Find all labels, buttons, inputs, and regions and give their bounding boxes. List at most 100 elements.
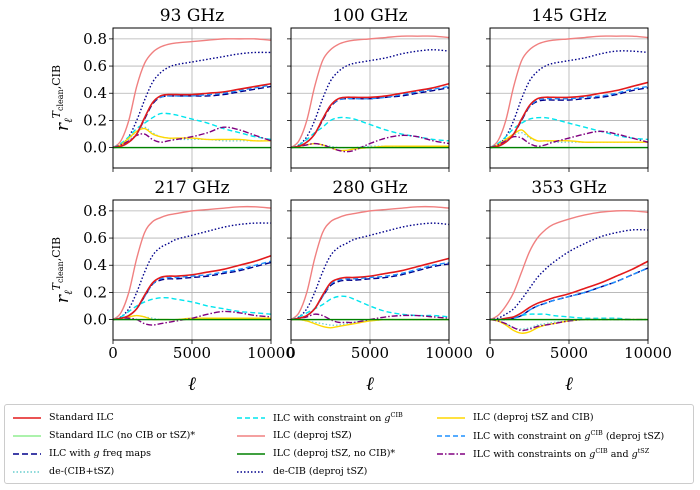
y-tick-label: 0.4	[83, 84, 107, 102]
x-tick-label: 10000	[425, 344, 473, 362]
x-tick-label: 5000	[173, 344, 211, 362]
y-tick-label: 0.0	[83, 139, 107, 157]
series-group	[113, 205, 271, 326]
series-line-deproj_tsz	[291, 205, 449, 321]
y-tick-label: 0.8	[83, 30, 107, 48]
legend-swatch	[237, 470, 265, 473]
legend-swatch	[437, 452, 465, 455]
panel-2: 145 GHz	[486, 6, 649, 172]
series-line-deproj_tsz_cib	[291, 142, 449, 152]
y-tick-label: 0.2	[83, 283, 107, 301]
series-line-constraint_g	[291, 116, 449, 149]
y-axis-label: rℓTclean,CIB	[50, 65, 75, 131]
x-tick-label: 5000	[550, 344, 588, 362]
series-line-decib_deproj	[490, 50, 648, 149]
series-line-constraints_g_gtsz	[113, 126, 271, 149]
legend-entry: de-CIB (deproj tSZ)	[235, 463, 367, 480]
x-tick-label: 0	[485, 344, 495, 362]
legend-label: ILC with constraint on gCIB	[273, 410, 403, 425]
legend-label: ILC with g freq maps	[49, 448, 152, 459]
legend-label: ILC (deproj tSZ)	[273, 430, 352, 441]
legend-entry: ILC (deproj tSZ)	[235, 427, 352, 444]
legend-label: ILC (deproj tSZ, no CIB)*	[273, 448, 396, 459]
series-group	[113, 38, 271, 149]
series-line-constraint_g	[291, 295, 449, 321]
series-line-decib_deproj	[113, 222, 271, 321]
legend-swatch	[13, 452, 41, 455]
y-tick-label: 0.2	[83, 111, 107, 129]
series-group	[490, 35, 648, 149]
series-line-decib_tsz	[490, 318, 648, 330]
series-line-deproj_tsz	[490, 210, 648, 321]
legend-label: ILC with constraints on gCIB and gtSZ	[473, 446, 650, 461]
panel-title: 353 GHz	[531, 178, 606, 198]
panel-3: 0 5000 10000 0.0 0.2 0.4 0.6 0.8 217 GHz ℓ rℓTclea…	[50, 178, 295, 395]
series-line-deproj_tsz	[490, 35, 648, 149]
series-line-deproj_tsz	[113, 38, 271, 149]
series-group	[291, 35, 449, 153]
series-line-deproj_tsz_cib	[113, 127, 271, 149]
y-tick-label: 0.0	[83, 311, 107, 329]
legend-swatch	[237, 434, 265, 437]
series-line-standard	[113, 82, 271, 149]
series-line-standard	[490, 81, 648, 149]
panel-title: 217 GHz	[154, 178, 229, 198]
panel-title: 145 GHz	[531, 6, 606, 26]
legend-label: Standard ILC	[49, 412, 114, 423]
x-tick-label: 5000	[351, 344, 389, 362]
legend-entry: ILC with g freq maps	[11, 445, 151, 462]
series-group	[291, 205, 449, 329]
legend-swatch	[237, 452, 265, 455]
legend: Standard ILC Standard ILC (no CIB or tSZ)…	[4, 404, 694, 484]
legend-entry: ILC (deproj tSZ, no CIB)*	[235, 445, 395, 462]
legend-swatch	[13, 470, 41, 473]
x-tick-label: 0	[286, 344, 296, 362]
y-tick-label: 0.4	[83, 256, 107, 274]
series-group	[490, 210, 648, 334]
legend-entry: ILC with constraints on gCIB and gtSZ	[435, 445, 649, 462]
legend-swatch	[13, 416, 41, 419]
legend-swatch	[437, 416, 465, 419]
panel-4: 0 5000 10000 280 GHz ℓ	[286, 178, 473, 395]
series-line-standard	[113, 254, 271, 321]
legend-entry: Standard ILC	[11, 409, 114, 426]
series-line-constraints_g_gtsz	[490, 318, 648, 332]
panel-title: 280 GHz	[332, 178, 407, 198]
x-axis-label: ℓ	[366, 373, 374, 395]
series-line-standard	[291, 257, 449, 321]
y-axis-label: rℓTclean,CIB	[50, 237, 75, 303]
panel-0: 0.0 0.2 0.4 0.6 0.8 93 GHz rℓTclean,CIB	[50, 6, 272, 172]
panel-1: 100 GHz	[287, 6, 450, 172]
series-line-deproj_tsz	[113, 205, 271, 321]
x-tick-label: 0	[108, 344, 118, 362]
chart-svg: 0.0 0.2 0.4 0.6 0.8 93 GHz rℓTclean,CIB 100 GHz…	[50, 6, 672, 395]
series-line-decib_deproj	[490, 229, 648, 321]
legend-label: ILC (deproj tSZ and CIB)	[473, 412, 594, 423]
legend-swatch	[437, 434, 465, 437]
y-tick-label: 0.6	[83, 229, 107, 247]
legend-label: de-(CIB+tSZ)	[49, 466, 115, 477]
series-line-deproj_tsz_cib	[490, 129, 648, 149]
series-line-standard	[291, 82, 449, 149]
legend-entry: de-(CIB+tSZ)	[11, 463, 114, 480]
legend-label: ILC with constraint on gCIB (deproj tSZ)	[473, 428, 665, 443]
series-line-decib_tsz	[113, 126, 271, 149]
panel-title: 100 GHz	[332, 6, 407, 26]
legend-entry: Standard ILC (no CIB or tSZ)*	[11, 427, 195, 444]
series-line-standard	[490, 260, 648, 321]
legend-swatch	[13, 434, 41, 437]
panel-5: 0 5000 10000 353 GHz ℓ	[485, 178, 672, 395]
x-tick-label: 10000	[247, 344, 295, 362]
series-line-constraint_g	[113, 296, 271, 321]
legend-swatch	[237, 416, 265, 419]
series-line-decib_deproj	[291, 222, 449, 321]
x-axis-label: ℓ	[565, 373, 573, 395]
panel-title: 93 GHz	[160, 6, 224, 26]
y-tick-label: 0.8	[83, 202, 107, 220]
series-line-constraints_g_gtsz	[291, 313, 449, 324]
x-axis-label: ℓ	[188, 373, 196, 395]
series-line-constraint_g	[490, 116, 648, 149]
legend-label: Standard ILC (no CIB or tSZ)*	[49, 430, 196, 441]
legend-entry: ILC with constraint on gCIB (deproj tSZ)	[435, 427, 664, 444]
